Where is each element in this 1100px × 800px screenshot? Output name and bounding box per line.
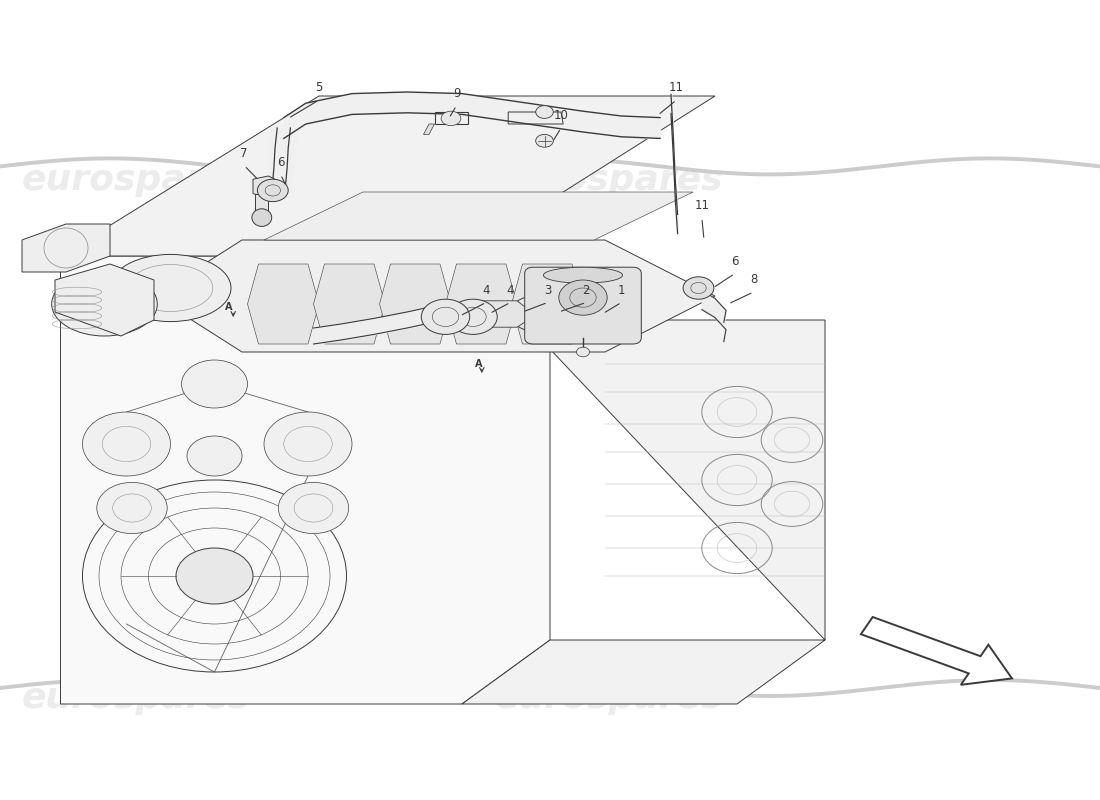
Text: 11: 11 (669, 82, 684, 94)
Circle shape (449, 299, 497, 334)
Circle shape (536, 134, 553, 147)
Polygon shape (60, 96, 715, 256)
Text: 10: 10 (553, 110, 569, 122)
Polygon shape (255, 194, 268, 216)
Circle shape (97, 482, 167, 534)
Polygon shape (477, 301, 536, 327)
Text: eurospares: eurospares (22, 163, 251, 197)
Polygon shape (434, 306, 517, 324)
Text: 6: 6 (732, 255, 738, 268)
Polygon shape (264, 192, 693, 240)
Text: 4: 4 (483, 284, 490, 297)
Circle shape (257, 179, 288, 202)
Polygon shape (253, 176, 275, 198)
Text: eurospares: eurospares (495, 163, 724, 197)
Text: 7: 7 (241, 147, 248, 160)
Ellipse shape (543, 267, 623, 283)
Text: 2: 2 (583, 284, 590, 297)
Circle shape (559, 280, 607, 315)
Circle shape (182, 360, 248, 408)
Polygon shape (446, 264, 517, 344)
Polygon shape (248, 264, 319, 344)
Circle shape (264, 412, 352, 476)
Circle shape (683, 277, 714, 299)
Circle shape (187, 436, 242, 476)
Text: A: A (226, 302, 232, 312)
Circle shape (536, 106, 553, 118)
Polygon shape (154, 240, 715, 352)
Text: 9: 9 (453, 87, 460, 100)
Text: 5: 5 (316, 82, 322, 94)
Text: A: A (475, 359, 482, 369)
Polygon shape (462, 256, 825, 704)
Polygon shape (512, 264, 583, 344)
Circle shape (441, 111, 461, 126)
Polygon shape (424, 124, 434, 134)
Polygon shape (379, 264, 451, 344)
Text: 4: 4 (507, 284, 514, 297)
Text: 6: 6 (277, 156, 284, 169)
Text: 1: 1 (618, 284, 625, 297)
Ellipse shape (110, 254, 231, 322)
Polygon shape (861, 617, 1012, 685)
Circle shape (278, 482, 349, 534)
Text: eurospares: eurospares (495, 681, 724, 714)
Ellipse shape (52, 272, 157, 336)
Circle shape (421, 299, 470, 334)
Circle shape (510, 296, 559, 331)
FancyBboxPatch shape (525, 267, 641, 344)
Polygon shape (60, 256, 550, 704)
Polygon shape (22, 224, 110, 272)
Polygon shape (55, 264, 154, 336)
Circle shape (82, 412, 170, 476)
Circle shape (576, 347, 590, 357)
Text: 8: 8 (750, 274, 757, 286)
Text: 11: 11 (694, 199, 710, 212)
Text: 3: 3 (544, 284, 551, 297)
Ellipse shape (252, 209, 272, 226)
Text: eurospares: eurospares (22, 681, 251, 714)
Circle shape (176, 548, 253, 604)
Polygon shape (314, 264, 385, 344)
